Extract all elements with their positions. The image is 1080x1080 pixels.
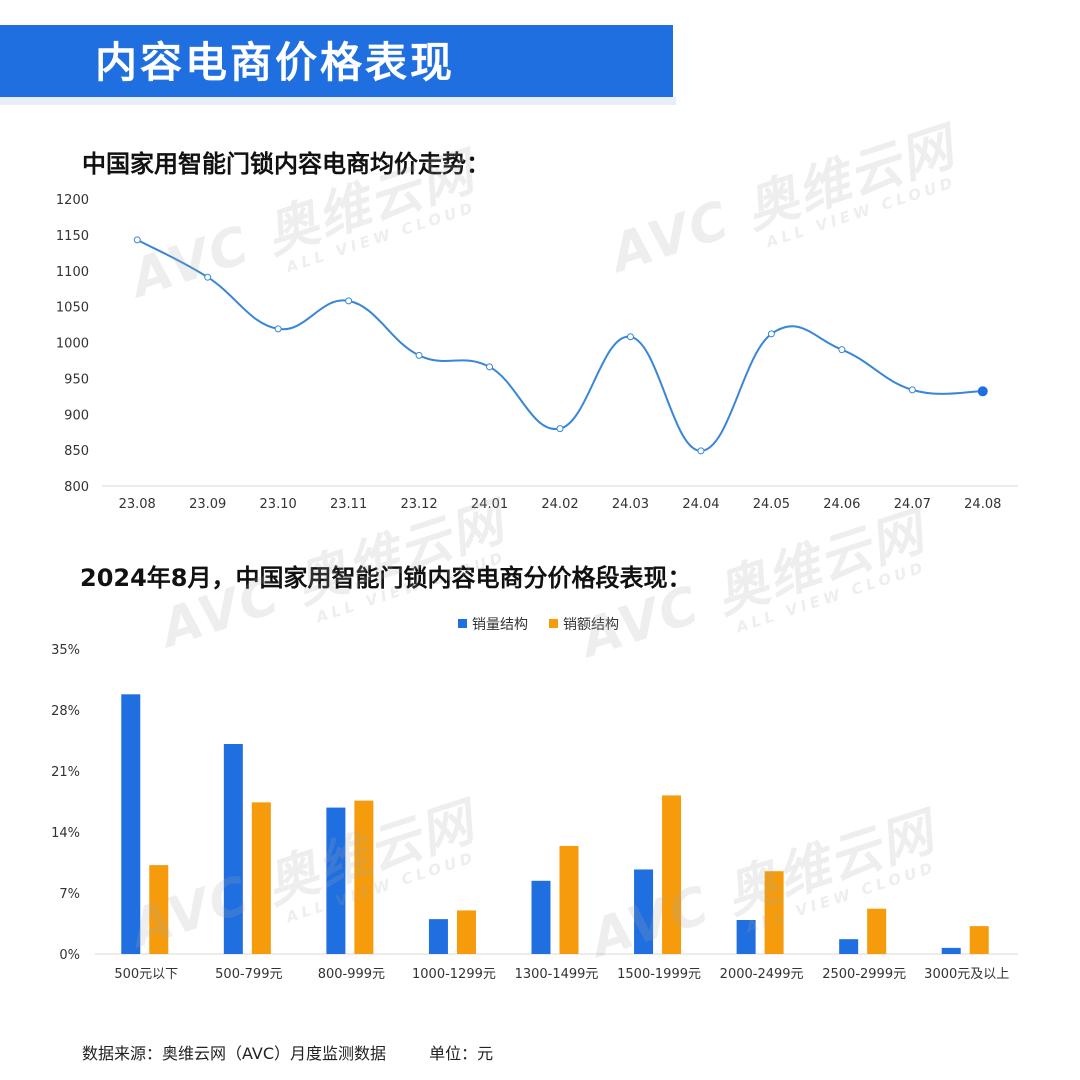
bar-value-share bbox=[867, 908, 887, 954]
bar-chart-title: 2024年8月，中国家用智能门锁内容电商分价格段表现： bbox=[80, 564, 692, 592]
y-tick-label: 0% bbox=[59, 948, 80, 963]
data-point bbox=[626, 333, 634, 341]
y-tick-label: 1100 bbox=[56, 265, 89, 280]
data-point bbox=[838, 346, 846, 354]
x-tick-label: 23.08 bbox=[119, 497, 156, 512]
data-point bbox=[767, 330, 775, 338]
x-tick-label: 500-799元 bbox=[215, 967, 282, 982]
x-tick-label: 23.09 bbox=[189, 497, 226, 512]
x-tick-label: 24.01 bbox=[471, 497, 508, 512]
x-tick-label: 2500-2999元 bbox=[822, 967, 906, 982]
footer: 数据来源：奥维云网（AVC）月度监测数据 单位：元 bbox=[82, 1040, 531, 1064]
data-point bbox=[697, 447, 705, 455]
x-tick-label: 24.08 bbox=[964, 497, 1001, 512]
bar-volume-share bbox=[531, 880, 551, 954]
x-tick-label: 24.06 bbox=[823, 497, 860, 512]
line-chart-title: 中国家用智能门锁内容电商均价走势： bbox=[82, 150, 490, 178]
y-tick-label: 35% bbox=[51, 643, 80, 658]
x-tick-label: 800-999元 bbox=[318, 967, 385, 982]
bar-volume-share bbox=[941, 947, 961, 954]
data-point bbox=[556, 425, 564, 433]
title-banner-shadow bbox=[0, 97, 676, 105]
title-banner bbox=[0, 25, 673, 97]
unit-note: 单位：元 bbox=[429, 1044, 494, 1063]
page-title: 内容电商价格表现 bbox=[95, 38, 456, 87]
y-tick-label: 28% bbox=[51, 704, 80, 719]
price-segment-bar-chart: 0% 7% 14% 21% 28% 35% 500元以下 500-799元 800-999元 10… bbox=[51, 617, 1018, 982]
x-tick-label: 500元以下 bbox=[114, 967, 178, 982]
data-point bbox=[345, 297, 353, 305]
data-point bbox=[204, 273, 212, 281]
data-source-note: 数据来源：奥维云网（AVC）月度监测数据 bbox=[82, 1044, 387, 1063]
y-tick-label: 850 bbox=[64, 444, 89, 459]
data-point bbox=[274, 325, 282, 333]
y-tick-label: 1200 bbox=[56, 193, 89, 208]
y-tick-label: 1050 bbox=[56, 301, 89, 316]
bar-value-share bbox=[354, 800, 374, 954]
x-tick-label: 23.12 bbox=[400, 497, 437, 512]
bar-volume-share bbox=[634, 869, 654, 954]
y-tick-label: 21% bbox=[51, 765, 80, 780]
x-tick-label: 24.03 bbox=[612, 497, 649, 512]
x-tick-label: 3000元及以上 bbox=[924, 967, 1009, 982]
x-tick-label: 24.02 bbox=[541, 497, 578, 512]
bar-value-share bbox=[662, 795, 682, 954]
price-trend-line-chart: 800 850 900 950 1000 1050 1100 1150 1200 23.08 23.… bbox=[56, 193, 1018, 512]
bar-value-share bbox=[251, 802, 271, 954]
y-tick-label: 950 bbox=[64, 372, 89, 387]
y-tick-label: 7% bbox=[59, 887, 80, 902]
bar-volume-share bbox=[839, 939, 859, 954]
data-point bbox=[908, 386, 916, 394]
x-tick-label: 23.11 bbox=[330, 497, 367, 512]
y-tick-label: 1000 bbox=[56, 337, 89, 352]
data-point bbox=[977, 386, 988, 397]
y-tick-label: 14% bbox=[51, 826, 80, 841]
data-point bbox=[486, 363, 494, 371]
bar-value-share bbox=[149, 865, 169, 954]
y-tick-label: 800 bbox=[64, 480, 89, 495]
y-tick-label: 1150 bbox=[56, 229, 89, 244]
x-tick-label: 1300-1499元 bbox=[515, 967, 599, 982]
legend-swatch bbox=[458, 619, 467, 628]
legend-label: 销量结构 bbox=[472, 617, 528, 633]
legend-swatch bbox=[549, 619, 558, 628]
price-trend-line bbox=[136, 239, 983, 452]
x-tick-label: 1500-1999元 bbox=[617, 967, 701, 982]
bar-volume-share bbox=[223, 743, 243, 954]
data-point bbox=[133, 236, 141, 244]
bar-volume-share bbox=[428, 919, 448, 954]
x-tick-label: 1000-1299元 bbox=[412, 967, 496, 982]
x-tick-label: 24.07 bbox=[894, 497, 931, 512]
legend-label: 销额结构 bbox=[563, 617, 619, 633]
bar-value-share bbox=[559, 845, 579, 954]
x-tick-label: 23.10 bbox=[260, 497, 297, 512]
bar-value-share bbox=[764, 871, 784, 954]
x-tick-label: 24.04 bbox=[682, 497, 719, 512]
bar-volume-share bbox=[736, 920, 756, 954]
bar-value-share bbox=[969, 926, 989, 954]
bar-value-share bbox=[456, 910, 476, 954]
x-tick-label: 2000-2499元 bbox=[720, 967, 804, 982]
x-tick-label: 24.05 bbox=[753, 497, 790, 512]
bar-volume-share bbox=[121, 694, 141, 954]
y-tick-label: 900 bbox=[64, 408, 89, 423]
bar-volume-share bbox=[326, 807, 346, 954]
data-point bbox=[415, 351, 423, 359]
